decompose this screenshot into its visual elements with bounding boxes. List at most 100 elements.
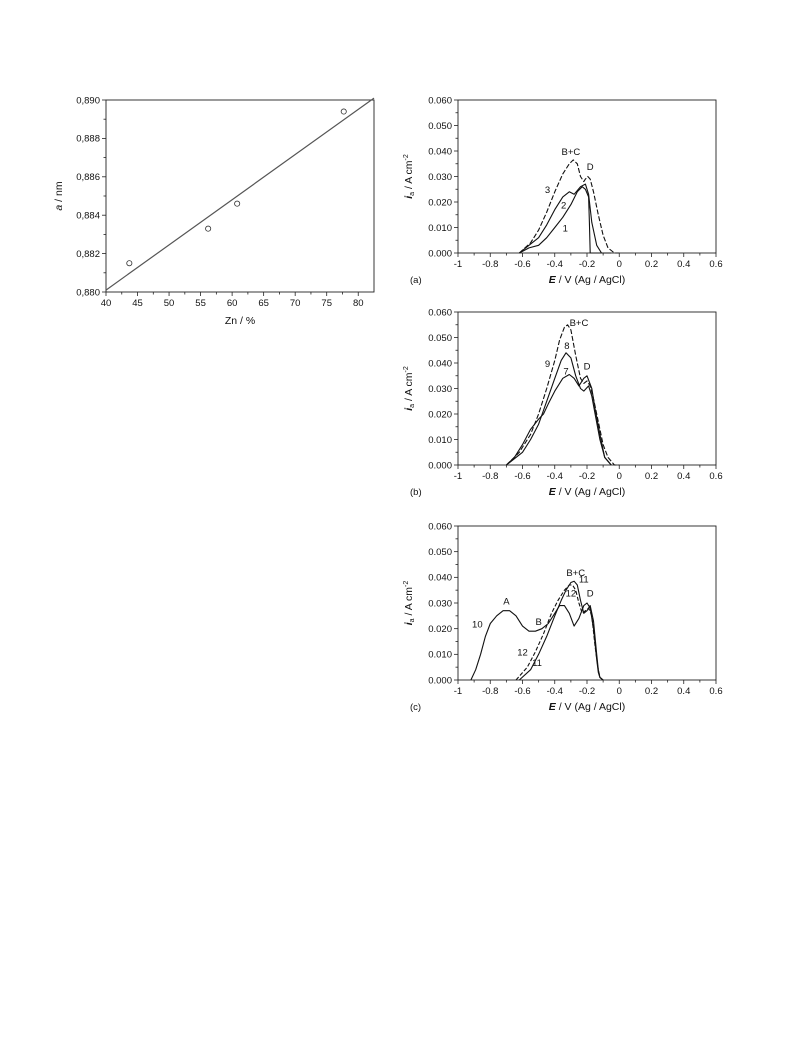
- x-tick-label: -0.8: [482, 259, 498, 270]
- x-tick-label: 0.2: [645, 259, 658, 270]
- x-tick-label: 0.2: [645, 471, 658, 482]
- annotation-label: A: [503, 596, 510, 607]
- x-axis-label: E / V (Ag / AgCl): [549, 486, 625, 498]
- series-line-7: [506, 373, 612, 466]
- y-tick-label: 0.030: [428, 598, 452, 609]
- y-tick-label: 0.020: [428, 409, 452, 420]
- x-axis-label: Zn / %: [225, 315, 255, 327]
- x-tick-label: 80: [353, 298, 364, 309]
- series-line-9: [506, 324, 620, 466]
- x-tick-label: -0.2: [579, 259, 595, 270]
- y-axis-label: ia / A cm-2: [403, 581, 416, 626]
- lattice-parameter-chart: 40 45 50 55 60 65 70 75 80 0,880 0,882 0,884 0,886 0,…: [53, 95, 375, 327]
- x-tick-label: 65: [258, 298, 269, 309]
- annotation-label: 2: [561, 200, 566, 211]
- annotation-label: 12: [566, 589, 577, 600]
- plot-frame: [457, 99, 717, 254]
- x-tick-label: 70: [290, 298, 301, 309]
- data-point: [126, 260, 133, 267]
- y-tick-label: 0.020: [428, 624, 452, 635]
- x-tick-label: 50: [164, 298, 175, 309]
- x-tick-label: -1: [454, 259, 462, 270]
- x-tick-label: -1: [454, 471, 462, 482]
- fit-line: [105, 97, 375, 291]
- polarization-chart-b: -1 -0.8 -0.6 -0.4 -0.2 0 0.2 0.4 0.6 0.000 0.010 0.…: [403, 307, 723, 498]
- x-tick-label: -0.8: [482, 471, 498, 482]
- y-tick-label: 0.050: [428, 121, 452, 132]
- annotation-label: 8: [564, 341, 569, 352]
- y-axis-label: ia / A cm-2: [403, 366, 416, 411]
- y-tick-label: 0,880: [76, 287, 100, 298]
- x-tick-label: -0.4: [547, 471, 563, 482]
- x-tick-label: 0.6: [709, 686, 722, 697]
- x-tick-label: 55: [195, 298, 206, 309]
- x-tick-label: 0.6: [709, 471, 722, 482]
- y-tick-label: 0,884: [76, 211, 100, 222]
- y-tick-label: 0.050: [428, 333, 452, 344]
- x-tick-label: -0.2: [579, 471, 595, 482]
- y-tick-label: 0.010: [428, 223, 452, 234]
- x-tick-label: -0.6: [514, 471, 530, 482]
- y-tick-label: 0.060: [428, 307, 452, 318]
- annotation-label: D: [587, 589, 594, 600]
- x-tick-label: 40: [101, 298, 112, 309]
- annotation-label: B+C: [562, 147, 581, 158]
- annotation-label: 1: [563, 223, 568, 234]
- data-point: [205, 225, 212, 232]
- x-tick-label: -0.4: [547, 686, 563, 697]
- x-tick-label: 60: [227, 298, 238, 309]
- annotation-label: 3: [545, 185, 550, 196]
- series-line-2: [518, 183, 607, 254]
- polarization-chart-a: -1 -0.8 -0.6 -0.4 -0.2 0 0.2 0.4 0.6 0.000 0.010 0.…: [403, 95, 723, 286]
- series-line-8: [506, 352, 612, 466]
- series-line-12: [515, 584, 604, 681]
- y-tick-label: 0.040: [428, 146, 452, 157]
- y-tick-label: 0,886: [76, 172, 100, 183]
- x-tick-label: 0.2: [645, 686, 658, 697]
- series-line-1: [519, 186, 612, 254]
- annotation-label: B+C: [566, 568, 585, 579]
- y-tick-label: 0,882: [76, 249, 100, 260]
- y-tick-label: 0,890: [76, 95, 100, 106]
- x-tick-label: -1: [454, 686, 462, 697]
- y-tick-label: 0.050: [428, 547, 452, 558]
- annotation-label: 10: [472, 619, 483, 630]
- x-tick-label: -0.8: [482, 686, 498, 697]
- annotation-label: 11: [532, 658, 542, 669]
- annotation-label: D: [587, 162, 594, 173]
- y-tick-label: 0.010: [428, 435, 452, 446]
- x-tick-label: 0.4: [677, 471, 690, 482]
- y-tick-label: 0.060: [428, 95, 452, 106]
- annotation-label: 11: [579, 574, 589, 585]
- panel-label: (b): [410, 487, 422, 498]
- polarization-chart-c: -1 -0.8 -0.6 -0.4 -0.2 0 0.2 0.4 0.6 0.000 0.010 0.…: [403, 521, 723, 713]
- y-tick-label: 0.000: [428, 248, 452, 259]
- annotation-label: 9: [545, 359, 550, 370]
- y-tick-label: 0.030: [428, 172, 452, 183]
- y-tick-label: 0.000: [428, 460, 452, 471]
- annotation-label: 7: [563, 366, 568, 377]
- series-line-3: [518, 159, 620, 254]
- x-tick-label: 0.6: [709, 259, 722, 270]
- y-tick-label: 0.030: [428, 384, 452, 395]
- annotation-label: B+C: [570, 318, 589, 329]
- x-tick-label: -0.6: [514, 259, 530, 270]
- x-axis-label: E / V (Ag / AgCl): [549, 274, 625, 286]
- panel-label: (c): [410, 702, 421, 713]
- panel-label: (a): [410, 275, 422, 286]
- x-tick-label: 0: [617, 471, 622, 482]
- y-tick-label: 0.020: [428, 197, 452, 208]
- y-axis-label: a / nm: [53, 181, 65, 210]
- y-tick-label: 0.040: [428, 573, 452, 584]
- annotation-label: 12: [517, 648, 528, 659]
- y-tick-label: 0,888: [76, 134, 100, 145]
- data-point: [234, 200, 241, 207]
- y-axis-label: ia / A cm-2: [403, 154, 416, 199]
- x-tick-label: -0.4: [547, 259, 563, 270]
- data-point: [340, 108, 347, 115]
- y-tick-label: 0.000: [428, 675, 452, 686]
- x-tick-label: 0: [617, 259, 622, 270]
- annotation-label: D: [584, 361, 591, 372]
- x-tick-label: 0.4: [677, 686, 690, 697]
- plot-frame: [457, 311, 717, 466]
